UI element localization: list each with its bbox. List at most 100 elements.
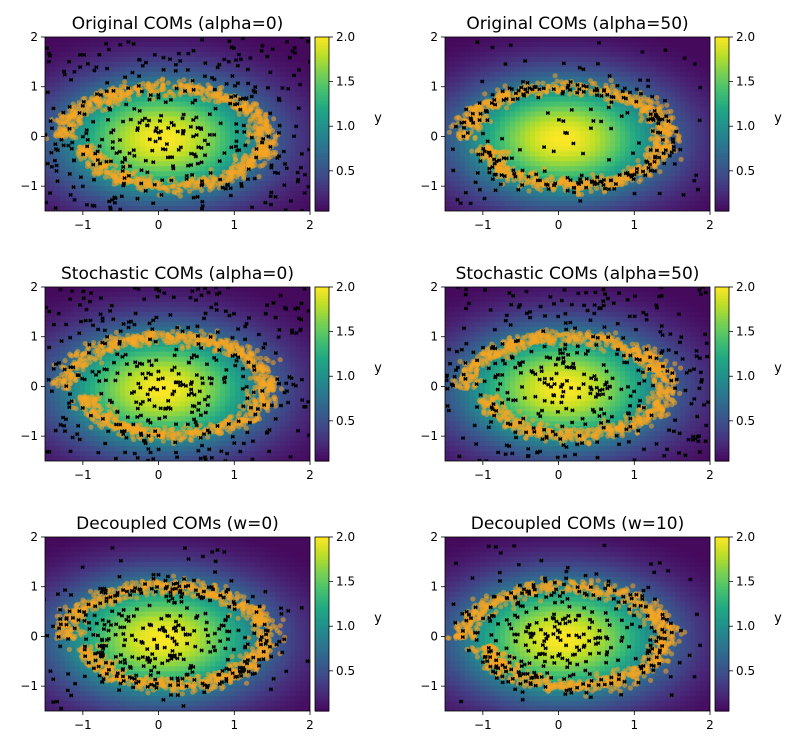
point-sample (209, 455, 214, 460)
point-sample (143, 441, 148, 446)
point-sample (49, 150, 54, 155)
point-sample (246, 167, 251, 172)
point-sample (151, 385, 156, 390)
point-training (446, 129, 452, 135)
point-sample (147, 337, 153, 342)
point-training (485, 143, 491, 149)
point-sample (230, 434, 235, 439)
point-sample (597, 388, 602, 393)
point-training (106, 420, 112, 426)
point-training (113, 329, 120, 335)
point-sample (70, 435, 75, 440)
point-sample (186, 360, 191, 365)
point-sample (143, 188, 148, 193)
point-sample (461, 134, 466, 139)
point-sample (524, 289, 529, 294)
point-sample (453, 368, 459, 373)
point-sample (236, 147, 242, 153)
point-sample (267, 427, 272, 432)
point-sample (109, 303, 114, 308)
point-sample (218, 121, 223, 126)
point-sample (232, 102, 238, 107)
point-training (258, 366, 264, 372)
y-tick-label: 0 (30, 129, 38, 143)
point-sample (654, 356, 659, 361)
x-tick-label: −1 (74, 218, 92, 232)
point-training (212, 98, 219, 104)
point-sample (300, 398, 305, 403)
point-sample (150, 326, 155, 332)
point-sample (139, 433, 144, 438)
point-training (669, 124, 675, 130)
point-sample (568, 79, 573, 85)
point-training (272, 152, 279, 158)
point-sample (518, 420, 523, 425)
point-training (489, 341, 495, 347)
point-sample (562, 346, 567, 351)
point-training (238, 351, 244, 357)
point-sample (601, 287, 606, 292)
point-sample (91, 119, 96, 124)
point-sample (157, 288, 162, 293)
point-training (234, 344, 240, 350)
point-sample (228, 193, 233, 198)
point-training (239, 99, 245, 105)
point-training (126, 89, 132, 95)
point-sample (178, 383, 183, 388)
point-sample (487, 166, 492, 171)
point-sample (62, 72, 67, 77)
x-tick-label: 2 (706, 218, 714, 232)
point-sample (81, 289, 86, 294)
point-sample (126, 86, 131, 91)
point-sample (670, 371, 675, 376)
point-sample (202, 74, 207, 79)
point-training (121, 83, 128, 90)
point-training (487, 159, 493, 165)
point-training (247, 375, 253, 381)
point-sample (563, 342, 568, 347)
point-sample (458, 201, 463, 206)
point-sample (627, 314, 632, 319)
point-training (89, 154, 96, 161)
point-training (219, 173, 225, 179)
point-sample (61, 423, 67, 428)
point-sample (198, 413, 203, 418)
point-sample (563, 320, 568, 326)
point-training (203, 182, 209, 188)
point-sample (209, 305, 214, 310)
point-sample (529, 349, 534, 354)
point-training (586, 441, 592, 447)
point-sample (672, 418, 678, 423)
point-sample (553, 432, 558, 437)
point-sample (118, 329, 123, 334)
point-sample (652, 108, 657, 113)
point-training (248, 116, 254, 122)
point-sample (46, 377, 51, 382)
x-tick-label: 0 (155, 218, 163, 232)
point-sample (522, 93, 527, 98)
point-sample (588, 318, 593, 323)
point-training (243, 100, 249, 106)
point-sample (243, 143, 248, 148)
point-sample (295, 170, 300, 175)
point-training (126, 179, 132, 185)
point-sample (541, 86, 546, 91)
point-sample (591, 334, 596, 339)
point-sample (694, 173, 699, 178)
point-training (135, 92, 141, 98)
point-sample (483, 108, 488, 113)
point-sample (273, 350, 278, 356)
point-sample (236, 52, 241, 57)
colorbar-label: y (374, 361, 382, 376)
point-sample (192, 152, 197, 157)
point-sample (241, 123, 246, 128)
point-sample (459, 347, 464, 352)
point-sample (103, 378, 108, 383)
point-sample (236, 355, 241, 360)
point-training (98, 88, 104, 94)
point-sample (671, 148, 677, 153)
point-training (488, 118, 494, 125)
point-sample (95, 158, 100, 163)
point-sample (595, 455, 600, 460)
point-sample (245, 430, 250, 435)
